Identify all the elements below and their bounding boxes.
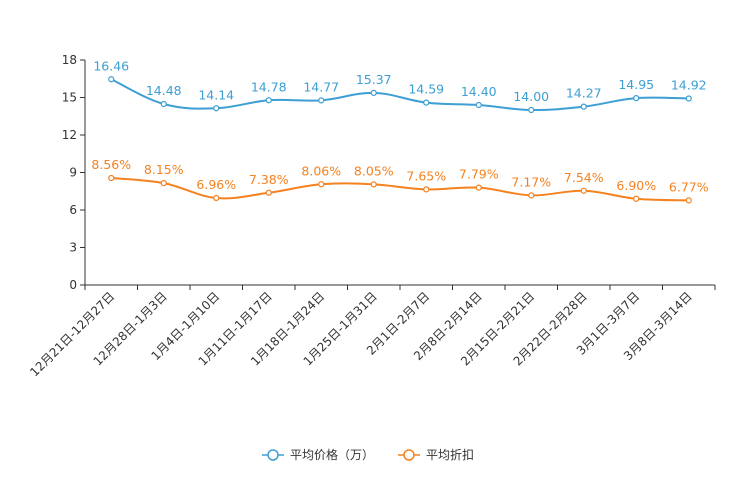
y-tick-label: 6 xyxy=(69,203,77,217)
data-point xyxy=(213,194,220,202)
data-point xyxy=(475,101,482,109)
data-label: 16.46 xyxy=(93,58,129,73)
data-point xyxy=(370,181,377,188)
data-point xyxy=(265,189,272,196)
data-point xyxy=(528,106,535,114)
y-tick-label: 12 xyxy=(62,128,77,142)
data-point xyxy=(633,195,640,202)
data-label: 14.95 xyxy=(618,77,654,92)
legend-label: 平均价格（万） xyxy=(290,447,374,462)
data-point xyxy=(318,97,325,104)
data-label: 15.37 xyxy=(356,72,392,87)
data-point xyxy=(580,103,587,110)
data-point xyxy=(265,97,272,104)
y-tick-label: 0 xyxy=(69,278,77,292)
data-label: 14.92 xyxy=(671,78,707,93)
legend-marker-icon xyxy=(403,449,415,461)
data-label: 14.77 xyxy=(303,79,339,94)
series-average-discount: 8.56% 8.15% 6.96% 7.38% 8.06% 8.05% 7.65% 7.79%… xyxy=(91,157,709,204)
series-line xyxy=(111,177,689,202)
data-label: 6.96% xyxy=(196,177,236,192)
y-tick-label: 15 xyxy=(62,91,77,105)
data-label: 8.15% xyxy=(144,162,184,177)
series-average-price: 16.46 14.48 14.14 14.78 14.77 15.37 14.59 14.40… xyxy=(93,58,707,114)
data-point xyxy=(423,99,430,106)
data-point xyxy=(580,187,587,194)
data-point xyxy=(108,174,115,182)
y-tick-label: 18 xyxy=(62,53,77,67)
data-label: 7.65% xyxy=(406,168,446,183)
legend: 平均价格（万） 平均折扣 xyxy=(262,447,474,462)
data-point xyxy=(318,181,325,188)
data-label: 14.40 xyxy=(461,84,497,99)
x-tick-label: 12月21日-12月27日 xyxy=(27,289,117,379)
data-point xyxy=(685,197,692,204)
data-point xyxy=(475,184,482,191)
data-point xyxy=(528,192,535,199)
data-label: 8.05% xyxy=(354,163,394,178)
data-label: 8.06% xyxy=(301,163,341,178)
data-point xyxy=(633,95,640,102)
data-point xyxy=(160,180,167,187)
data-label: 14.27 xyxy=(566,86,602,101)
y-tick-label: 3 xyxy=(69,241,77,255)
legend-item: 平均折扣 xyxy=(398,447,474,462)
y-tick-label: 9 xyxy=(69,166,77,180)
data-label: 7.38% xyxy=(249,172,289,187)
data-point xyxy=(108,76,115,83)
data-point xyxy=(423,186,430,193)
legend-label: 平均折扣 xyxy=(426,447,474,462)
data-label: 14.59 xyxy=(408,82,444,97)
data-label: 7.79% xyxy=(459,167,499,182)
series-line xyxy=(110,78,689,112)
legend-marker-icon xyxy=(267,449,279,461)
data-label: 7.54% xyxy=(564,170,604,185)
data-point xyxy=(685,95,692,102)
data-label: 6.90% xyxy=(616,178,656,193)
data-label: 14.00 xyxy=(513,89,549,104)
series-layer: 16.46 14.48 14.14 14.78 14.77 15.37 14.59 14.40… xyxy=(91,58,709,204)
data-point xyxy=(370,89,377,96)
data-label: 14.14 xyxy=(198,87,234,102)
legend-item: 平均价格（万） xyxy=(262,447,374,462)
data-point xyxy=(160,100,167,108)
data-label: 14.48 xyxy=(146,83,182,98)
data-label: 7.17% xyxy=(511,174,551,189)
data-point xyxy=(213,105,220,112)
data-label: 8.56% xyxy=(91,157,131,172)
data-label: 6.77% xyxy=(669,179,709,194)
data-label: 14.78 xyxy=(251,79,287,94)
